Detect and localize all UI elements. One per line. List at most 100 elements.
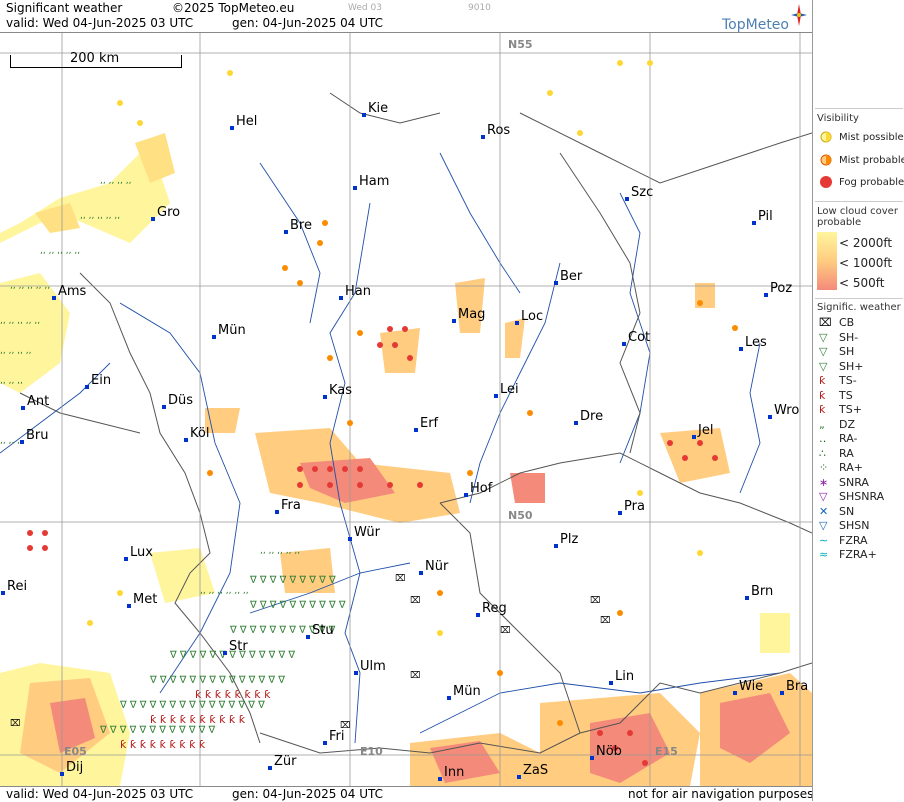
city-label[interactable]: Köl <box>184 426 209 442</box>
sig-weather-icon: ≈ <box>819 548 829 561</box>
city-label[interactable]: Fri <box>323 729 345 745</box>
city-label[interactable]: Rei <box>1 579 27 595</box>
city-label[interactable]: Bra <box>780 679 808 695</box>
svg-text:∇ ∇ ∇ ∇ ∇ ∇ ∇ ∇ ∇ ∇: ∇ ∇ ∇ ∇ ∇ ∇ ∇ ∇ ∇ ∇ <box>249 600 346 611</box>
city-label[interactable]: Str <box>223 639 248 655</box>
thunderstorm-symbols: ƙ ƙ ƙ ƙ ƙ ƙ ƙ ƙ ƙ ƙ ƙ ƙ ƙ ƙ ƙ ƙ ƙ ƙ ƙ ƙ … <box>120 688 271 751</box>
sig-weather-label: SH+ <box>839 359 864 373</box>
city-label[interactable]: Brn <box>745 584 773 600</box>
city-label[interactable]: Mün <box>212 323 246 339</box>
sig-weather-label: SH <box>839 345 855 358</box>
city-label[interactable]: Nöb <box>590 744 622 760</box>
city-label[interactable]: Ber <box>554 269 582 285</box>
sig-weather-icon: ⌧ <box>819 316 832 329</box>
mist-possible-label: Mist possible <box>839 132 904 143</box>
city-label[interactable]: Mün <box>447 684 481 700</box>
city-label[interactable]: Stu <box>306 623 334 639</box>
compass-logo-icon <box>790 2 808 28</box>
city-label[interactable]: Mag <box>452 307 485 323</box>
disclaimer-text: not for air navigation purposes <box>628 787 814 801</box>
city-label[interactable]: Fra <box>275 498 301 514</box>
svg-text:,, ,, ,,: ,, ,, ,, <box>0 436 23 446</box>
city-label[interactable]: Pil <box>752 209 773 225</box>
city-label[interactable]: Zür <box>268 754 297 770</box>
svg-text:⌧: ⌧ <box>590 596 600 606</box>
sig-weather-icon: ƙ <box>819 374 826 387</box>
sig-weather-label: SN <box>839 504 855 518</box>
svg-text:∇ ∇ ∇ ∇ ∇ ∇ ∇ ∇ ∇: ∇ ∇ ∇ ∇ ∇ ∇ ∇ ∇ ∇ <box>249 575 336 586</box>
sig-weather-icon: ⁘ <box>819 461 829 474</box>
city-label[interactable]: Nür <box>419 559 448 575</box>
valid-time: valid: Wed 04-Jun-2025 03 UTC <box>6 16 194 30</box>
city-label[interactable]: Hof <box>464 481 492 497</box>
city-label[interactable]: Ams <box>52 284 86 300</box>
sig-weather-label: TS+ <box>839 403 862 416</box>
city-label[interactable]: Dij <box>60 760 83 776</box>
city-label[interactable]: Bre <box>284 218 312 234</box>
svg-text:,, ,, ,, ,, ,,: ,, ,, ,, ,, ,, <box>0 316 40 326</box>
city-label[interactable]: Poz <box>764 281 792 297</box>
city-label[interactable]: Bru <box>20 428 49 444</box>
city-label[interactable]: Wür <box>348 525 380 541</box>
sig-weather-label: TS- <box>839 374 857 387</box>
map-footer: valid: Wed 04-Jun-2025 03 UTC gen: 04-Ju… <box>0 786 814 802</box>
city-label[interactable]: Plz <box>554 532 578 548</box>
city-label[interactable]: Dre <box>574 409 603 425</box>
legend-divider <box>815 108 903 109</box>
city-label[interactable]: Met <box>127 592 157 608</box>
city-label[interactable]: Inn <box>438 765 464 781</box>
city-label[interactable]: Reg <box>476 601 507 617</box>
mist-probable-label: Mist probable <box>839 155 904 166</box>
svg-text:⌧: ⌧ <box>340 721 350 731</box>
city-label[interactable]: ZaS <box>517 763 548 779</box>
sig-weather-icon: ‥ <box>819 432 827 445</box>
city-label[interactable]: Wie <box>733 679 763 695</box>
city-label[interactable]: Loc <box>515 309 543 325</box>
sig-weather-label: RA+ <box>839 461 863 474</box>
sig-weather-icon: ∼ <box>819 533 829 547</box>
svg-text:⌧: ⌧ <box>500 626 510 636</box>
fog-dots <box>27 326 718 766</box>
city-label[interactable]: Kas <box>323 383 352 399</box>
sig-weather-title: Signific. weather <box>817 302 901 313</box>
city-label[interactable]: Erf <box>414 416 438 432</box>
city-label[interactable]: Lux <box>124 545 153 561</box>
city-label[interactable]: Ros <box>481 123 510 139</box>
city-label[interactable]: Pra <box>618 499 645 515</box>
city-label[interactable]: Lin <box>609 669 634 685</box>
svg-text:,, ,, ,, ,, ,,: ,, ,, ,, ,, ,, <box>40 246 80 256</box>
footer-generated-time: gen: 04-Jun-2025 04 UTC <box>232 787 384 801</box>
grid-label-e05: E05 <box>64 745 87 758</box>
city-label[interactable]: Les <box>739 335 767 351</box>
city-label[interactable]: Lei <box>494 382 519 398</box>
legend-divider <box>815 298 903 299</box>
sig-weather-label: SHSN <box>839 519 870 532</box>
svg-text:,, ,, ,, ,, ,,: ,, ,, ,, ,, ,, <box>80 211 120 221</box>
city-label[interactable]: Gro <box>151 205 180 221</box>
grid-label-e10: E10 <box>360 745 383 758</box>
city-label[interactable]: Cot <box>622 330 650 346</box>
city-label[interactable]: Hel <box>230 114 257 130</box>
scale-bar <box>10 55 182 68</box>
city-label[interactable]: Ulm <box>354 659 386 675</box>
city-label[interactable]: Düs <box>162 393 193 409</box>
svg-text:ƙ ƙ ƙ ƙ ƙ ƙ ƙ ƙ ƙ: ƙ ƙ ƙ ƙ ƙ ƙ ƙ ƙ ƙ <box>120 738 206 751</box>
map-title: Significant weather <box>6 1 123 15</box>
svg-text:⌧: ⌧ <box>410 671 420 681</box>
city-label[interactable]: Ein <box>85 373 111 389</box>
city-label[interactable]: Han <box>339 284 371 300</box>
grid-label-e15: E15 <box>655 745 678 758</box>
svg-text:,, ,, ,, ,, ,,: ,, ,, ,, ,, ,, <box>10 281 50 291</box>
city-label[interactable]: Szc <box>625 185 653 201</box>
svg-text:,, ,, ,, ,, ,,: ,, ,, ,, ,, ,, <box>260 546 300 556</box>
svg-text:∇ ∇ ∇ ∇ ∇ ∇ ∇ ∇ ∇ ∇ ∇ ∇ ∇ ∇ ∇: ∇ ∇ ∇ ∇ ∇ ∇ ∇ ∇ ∇ ∇ ∇ ∇ ∇ ∇ ∇ <box>119 700 265 711</box>
city-label[interactable]: Ant <box>21 394 49 410</box>
map-header: Significant weather ©2025 TopMeteo.eu We… <box>0 0 812 33</box>
sig-weather-icon: ▽ <box>819 490 828 503</box>
faint-code: 9010 <box>468 3 491 13</box>
city-label[interactable]: Wro <box>768 403 799 419</box>
city-label[interactable]: Ham <box>353 174 389 190</box>
svg-text:,, ,, ,,: ,, ,, ,, <box>0 376 23 386</box>
city-label[interactable]: Jel <box>692 423 713 439</box>
city-label[interactable]: Kie <box>362 101 388 117</box>
